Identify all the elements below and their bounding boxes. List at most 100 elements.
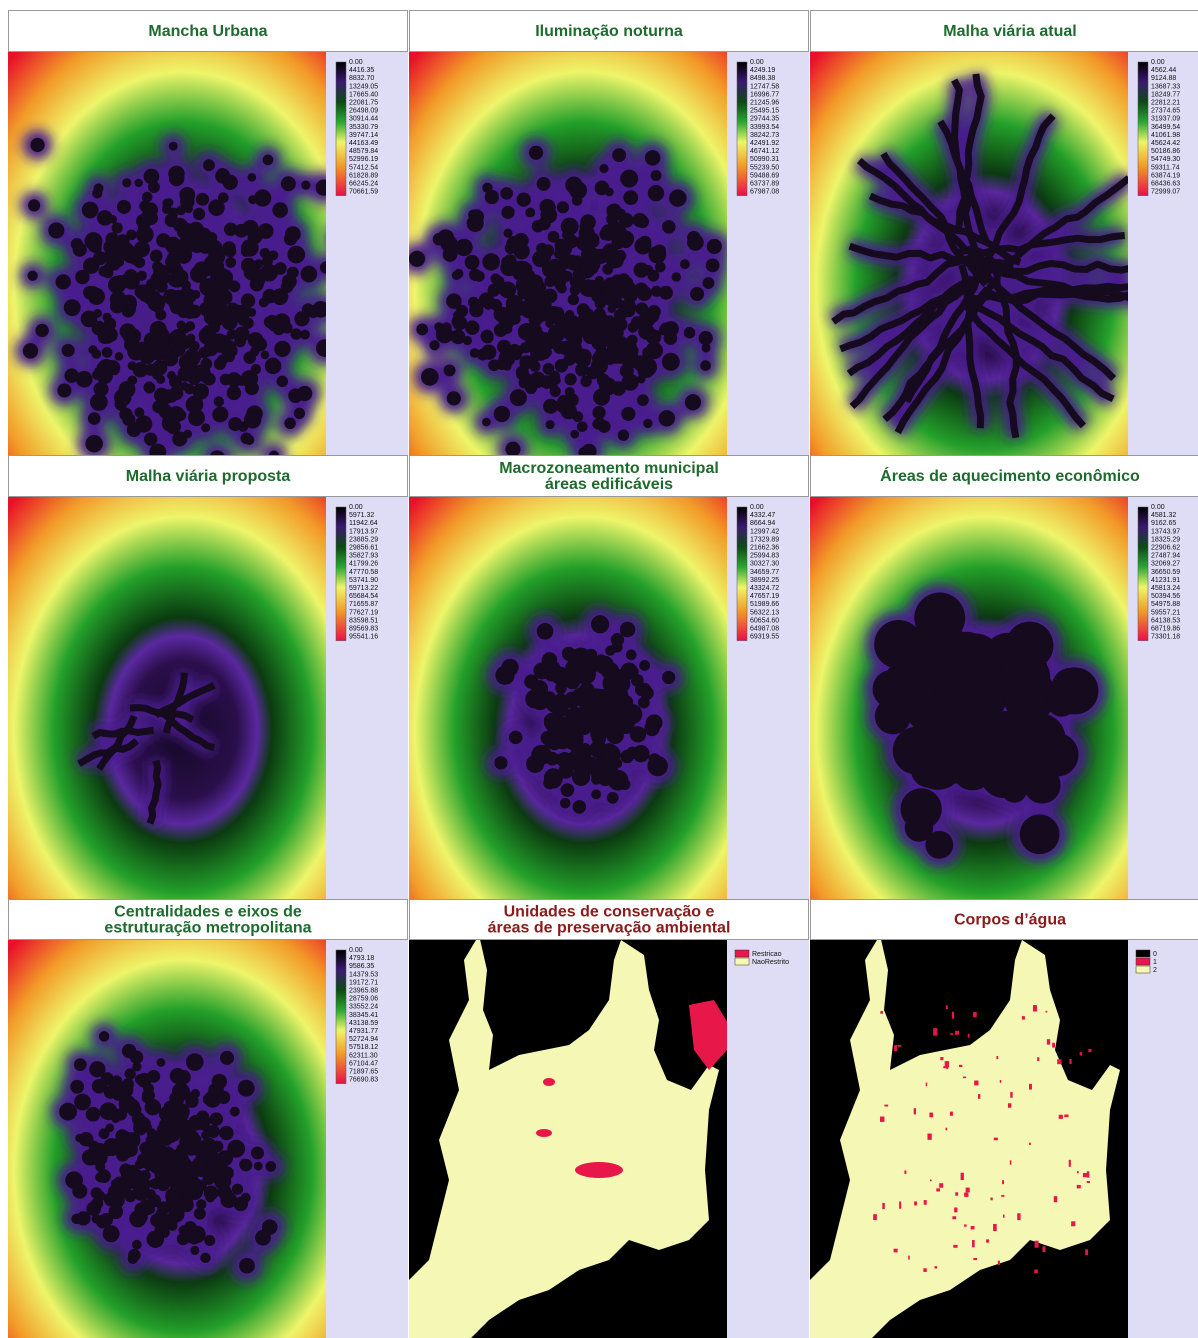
feature: [547, 328, 561, 342]
feature: [30, 138, 44, 152]
legend-label: 11942.64: [349, 520, 378, 527]
legend-colorbar: [336, 507, 346, 641]
feature: [138, 1178, 150, 1190]
legend-label: 39747.14: [349, 132, 378, 139]
feature: [214, 396, 224, 406]
water-body: [1080, 1052, 1083, 1055]
legend-label: 0.00: [349, 504, 363, 511]
water-body: [914, 1108, 916, 1114]
feature: [156, 281, 168, 293]
feature: [607, 305, 615, 313]
panel-title: Macrozoneamento municipal: [499, 460, 719, 477]
legend-label: 59311.74: [1151, 164, 1180, 171]
feature: [119, 323, 135, 339]
feature: [290, 328, 301, 339]
feature: [250, 347, 259, 356]
feature: [201, 372, 213, 384]
feature: [495, 666, 514, 685]
feature: [96, 328, 105, 337]
feature: [510, 304, 523, 317]
feature: [559, 341, 574, 356]
feature: [170, 1068, 186, 1084]
feature: [482, 418, 491, 427]
feature: [28, 199, 40, 211]
feature: [120, 1171, 137, 1188]
legend-label: 27487.94: [1151, 553, 1180, 560]
feature: [35, 324, 48, 337]
feature: [1000, 645, 1047, 692]
feature: [648, 270, 660, 282]
feature: [485, 190, 499, 204]
feature: [648, 185, 664, 201]
feature: [451, 315, 464, 328]
feature: [555, 359, 569, 373]
legend-label: 67104.47: [349, 1060, 378, 1067]
legend-label: 36499.54: [1151, 124, 1180, 131]
feature: [114, 275, 129, 290]
feature: [220, 374, 232, 386]
feature: [580, 376, 591, 387]
feature: [117, 200, 131, 214]
feature: [168, 166, 185, 183]
map: [810, 935, 1128, 1338]
feature: [93, 251, 107, 265]
feature: [134, 407, 144, 417]
feature: [150, 250, 163, 263]
feature: [156, 1170, 165, 1179]
feature: [567, 259, 579, 271]
legend-label: 53741.90: [349, 577, 378, 584]
feature: [148, 294, 166, 312]
water-body: [894, 1045, 897, 1051]
feature: [203, 325, 211, 333]
water-body: [1001, 1195, 1004, 1197]
legend-label: 45624.42: [1151, 140, 1180, 147]
feature: [294, 408, 305, 419]
water-body: [1003, 1214, 1005, 1217]
panel-title: áreas edificáveis: [545, 476, 673, 493]
water-body: [968, 1034, 970, 1038]
feature: [136, 214, 151, 229]
feature: [241, 239, 259, 257]
feature: [95, 1172, 105, 1182]
feature: [103, 1145, 115, 1157]
legend-label: 25994.83: [750, 553, 779, 560]
panel-title: Áreas de aquecimento econômico: [880, 466, 1140, 485]
feature: [647, 756, 667, 776]
map-content: [409, 497, 727, 899]
feature: [272, 202, 288, 218]
feature: [159, 1106, 175, 1122]
legend-label: 65684.54: [349, 593, 378, 600]
legend-label: 18249.77: [1151, 91, 1180, 98]
legend-label: 66245.24: [349, 181, 378, 188]
panel-title: Mancha Urbana: [148, 23, 267, 40]
legend-swatch: [1136, 958, 1150, 965]
feature: [301, 266, 318, 283]
feature: [593, 389, 610, 406]
feature: [606, 203, 621, 218]
feature: [542, 261, 559, 278]
legend-label: 4332.47: [750, 512, 775, 519]
feature: [248, 195, 257, 204]
feature: [126, 304, 136, 314]
feature: [70, 1080, 84, 1094]
feature: [901, 788, 942, 829]
feature: [662, 671, 675, 684]
feature: [105, 360, 120, 375]
feature: [251, 364, 261, 374]
feature: [91, 1187, 103, 1199]
feature: [184, 384, 195, 395]
water-body: [880, 1011, 883, 1014]
water-body: [959, 1065, 962, 1067]
feature: [470, 348, 480, 358]
feature: [612, 148, 626, 162]
feature: [494, 756, 507, 769]
water-body: [973, 1258, 977, 1260]
water-body: [1035, 1241, 1039, 1248]
legend-label: 50394.56: [1151, 593, 1180, 600]
feature: [126, 1190, 136, 1200]
water-body: [1047, 1039, 1050, 1044]
feature: [301, 181, 310, 190]
feature: [638, 323, 654, 339]
feature: [92, 349, 102, 359]
feature: [503, 228, 512, 237]
